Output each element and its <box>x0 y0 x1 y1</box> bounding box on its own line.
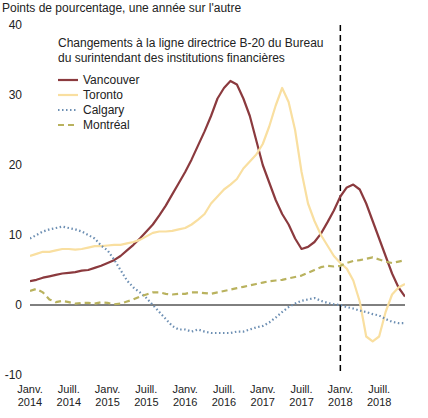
x-tick-label-line: Janv. <box>17 383 42 395</box>
x-tick-label: Janv.2018 <box>328 383 353 408</box>
x-tick-label-line: Janv. <box>328 383 353 395</box>
x-tick-label-line: 2015 <box>134 396 158 408</box>
annotation-text-line: du surintendant des institutions financi… <box>58 51 285 65</box>
y-tick-label: 20 <box>9 158 23 172</box>
x-tick-label-line: Juill. <box>58 383 80 395</box>
legend: VancouverTorontoCalgaryMontréal <box>58 73 139 132</box>
x-tick-label: Juill.2014 <box>57 383 81 408</box>
series-line <box>30 257 405 304</box>
x-tick-label-line: 2017 <box>251 396 275 408</box>
legend-swatch <box>58 124 78 126</box>
legend-swatch <box>58 109 78 111</box>
y-axis-label: Points de pourcentage, une année sur l'a… <box>2 1 241 15</box>
legend-swatch <box>58 94 78 96</box>
annotation-text: Changements à la ligne directrice B-20 d… <box>58 36 324 65</box>
x-tick-label: Janv.2016 <box>172 383 197 408</box>
x-tick-label-line: Janv. <box>95 383 120 395</box>
y-tick-label: 0 <box>15 298 22 312</box>
x-tick-label-line: 2016 <box>173 396 197 408</box>
x-tick-label-line: 2015 <box>95 396 119 408</box>
y-tick-label: 40 <box>9 18 23 32</box>
x-tick-label-line: Juill. <box>291 383 313 395</box>
x-tick-label: Juill.2018 <box>367 383 391 408</box>
x-tick-label: Juill.2015 <box>134 383 158 408</box>
series-line <box>30 81 405 297</box>
x-tick-label-line: Juill. <box>213 383 235 395</box>
annotation-text-line: Changements à la ligne directrice B-20 d… <box>58 36 324 50</box>
legend-label: Montréal <box>83 118 130 132</box>
legend-swatch <box>58 79 78 81</box>
x-tick-label-line: 2018 <box>328 396 352 408</box>
y-tick-label: 10 <box>9 228 23 242</box>
x-tick-label: Juill.2017 <box>289 383 313 408</box>
x-tick-label: Janv.2017 <box>250 383 275 408</box>
series-line <box>30 88 405 341</box>
x-tick-label-line: 2017 <box>289 396 313 408</box>
x-tick-label-line: 2018 <box>367 396 391 408</box>
x-tick-label-line: 2014 <box>18 396 42 408</box>
x-tick-label-line: 2014 <box>57 396 81 408</box>
plot-lines <box>30 81 405 341</box>
x-tick-label-line: Juill. <box>135 383 157 395</box>
x-tick-label: Janv.2014 <box>17 383 42 408</box>
y-tick-label: -10 <box>5 368 23 382</box>
legend-label: Calgary <box>83 103 124 117</box>
x-tick-label-line: Juill. <box>368 383 390 395</box>
series-line <box>30 227 405 333</box>
x-tick-label: Janv.2015 <box>95 383 120 408</box>
y-tick-label: 30 <box>9 88 23 102</box>
chart: Points de pourcentage, une année sur l'a… <box>0 0 428 418</box>
zero-line <box>30 305 405 306</box>
x-tick-label-line: Janv. <box>172 383 197 395</box>
x-tick-label-line: 2016 <box>212 396 236 408</box>
legend-label: Vancouver <box>83 73 139 87</box>
x-tick-label-line: Janv. <box>250 383 275 395</box>
x-tick-label: Juill.2016 <box>212 383 236 408</box>
legend-label: Toronto <box>83 88 123 102</box>
